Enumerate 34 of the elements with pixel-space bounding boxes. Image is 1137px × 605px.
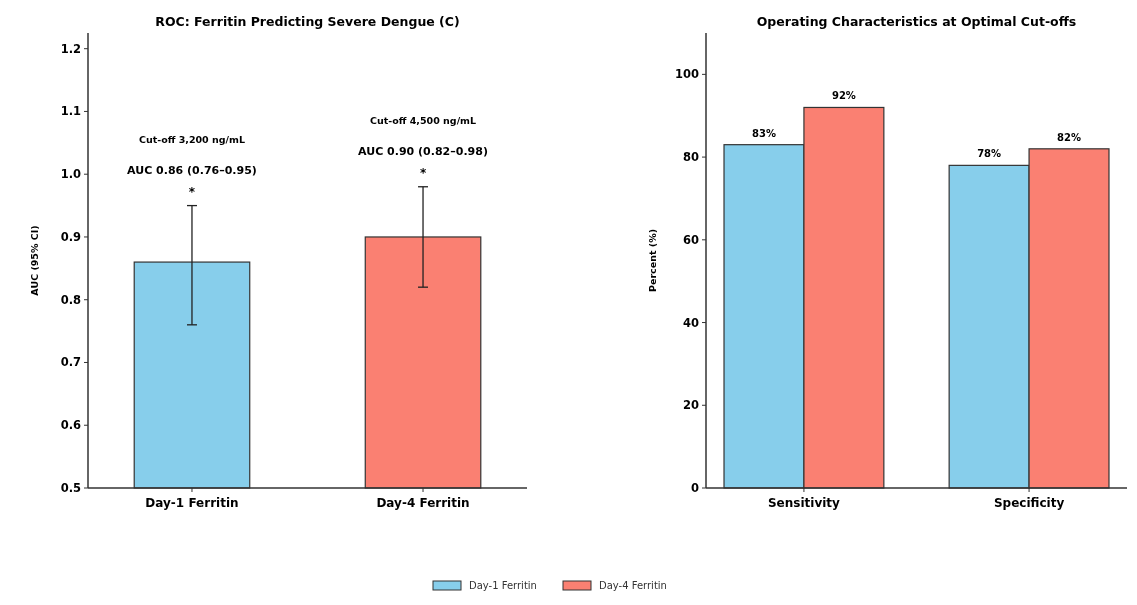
y-tick-label: 0.8: [60, 292, 81, 307]
annotation: AUC 0.90 (0.82–0.98): [358, 145, 488, 159]
y-tick-label: 40: [682, 315, 699, 330]
legend-label: Day-1 Ferritin: [469, 580, 537, 591]
chart-title: Operating Characteristics at Optimal Cut-offs: [756, 14, 1077, 29]
x-tick-label: Day-4 Ferritin: [376, 496, 470, 510]
y-tick-label: 0.5: [60, 481, 81, 495]
data-label: 78%: [977, 148, 1002, 160]
data-label: 83%: [752, 127, 776, 139]
y-tick-label: 1.2: [60, 41, 81, 56]
legend-label: Day-4 Ferritin: [599, 580, 667, 591]
y-tick-label: 80: [682, 150, 699, 165]
annotation: *: [188, 185, 196, 200]
y-tick-label: 100: [674, 67, 699, 82]
x-tick-label: Specificity: [993, 496, 1065, 510]
y-axis-title: AUC (95% CI): [29, 225, 40, 296]
data-label: 92%: [831, 90, 856, 102]
y-tick-label: 0: [690, 481, 699, 495]
y-tick-label: 0.6: [60, 418, 81, 433]
x-tick-label: Day-1 Ferritin: [145, 496, 239, 510]
annotation: Cut-off 3,200 ng/mL: [138, 133, 246, 145]
y-tick-label: 60: [682, 232, 699, 247]
y-tick-label: 0.7: [60, 355, 81, 370]
x-tick-label: Sensitivity: [767, 496, 841, 510]
y-tick-label: 1.0: [60, 167, 81, 182]
y-tick-label: 0.9: [60, 229, 81, 244]
annotation: AUC 0.86 (0.76–0.95): [127, 164, 257, 178]
y-tick-label: 20: [682, 398, 699, 413]
annotation: Cut-off 4,500 ng/mL: [369, 115, 477, 126]
data-label: 82%: [1057, 131, 1081, 143]
y-axis-title: Percent (%): [647, 229, 658, 292]
annotation: *: [419, 166, 427, 181]
y-tick-label: 1.1: [60, 104, 81, 119]
chart-title: ROC: Ferritin Predicting Severe Dengue (C): [155, 14, 460, 29]
